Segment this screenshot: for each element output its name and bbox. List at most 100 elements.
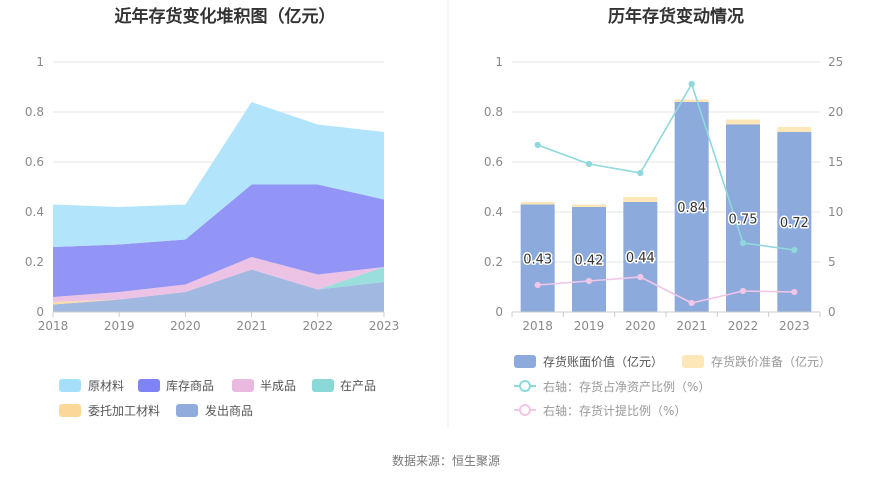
y2-tick-label: 20 xyxy=(828,105,843,119)
line-point xyxy=(637,273,644,281)
y-tick-label: 0.8 xyxy=(25,105,44,119)
y-tick-label: 1 xyxy=(495,55,503,69)
right-gridlines xyxy=(512,61,820,313)
bar xyxy=(726,124,760,312)
x-tick-label: 2022 xyxy=(303,319,334,333)
left-legend: 原材料 库存商品 半成品 在产品 委托加工材料 发出商品 xyxy=(59,378,376,418)
legend-item-semi-finished[interactable]: 半成品 xyxy=(232,379,296,393)
area-series xyxy=(53,269,384,305)
legend-item-work-in-progress[interactable]: 在产品 xyxy=(312,379,376,393)
bar xyxy=(674,99,709,102)
right-chart-title: 历年存货变动情况 xyxy=(608,6,744,27)
legend-item-book-value[interactable]: 存货账面价值（亿元） xyxy=(514,354,663,369)
legend-label: 右轴：存货占净资产比例（%） xyxy=(543,379,710,394)
legend-label: 存货账面价值（亿元） xyxy=(543,354,663,369)
legend-item-consigned-materials[interactable]: 委托加工材料 xyxy=(59,404,160,418)
bar xyxy=(572,207,606,312)
line-point xyxy=(585,160,593,168)
line-point xyxy=(534,281,541,289)
x-tick-label: 2022 xyxy=(728,319,759,333)
right-bar-labels: 0.43 0.42 0.44 0.84 0.75 0.72 xyxy=(522,200,811,271)
bar-value-label: 0.84 xyxy=(677,201,706,216)
bar xyxy=(777,132,812,312)
legend-item-provision-ratio[interactable]: 右轴：存货计提比例（%） xyxy=(514,403,686,418)
line-point xyxy=(688,299,695,307)
line-series xyxy=(537,276,795,304)
line-point xyxy=(739,239,747,247)
legend-item-impairment[interactable]: 存货跌价准备（亿元） xyxy=(682,354,831,369)
line-series xyxy=(537,82,795,251)
area-series xyxy=(53,102,384,247)
area-series xyxy=(53,269,384,312)
left-axes: 0 0.2 0.4 0.6 0.8 1 2018 2019 2020 2021 2022 2023 xyxy=(25,55,399,333)
legend-swatch xyxy=(514,355,536,368)
x-tick-label: 2020 xyxy=(625,319,656,333)
line-point xyxy=(688,80,695,88)
legend-label: 右轴：存货计提比例（%） xyxy=(543,403,686,418)
legend-label: 委托加工材料 xyxy=(88,404,160,418)
y2-tick-label: 25 xyxy=(828,55,843,69)
y-tick-label: 1 xyxy=(36,55,44,69)
y-tick-label: 0 xyxy=(36,305,44,319)
bar xyxy=(520,204,555,312)
data-source: 数据来源：恒生聚源 xyxy=(392,453,500,468)
left-stacked-areas xyxy=(53,102,384,312)
right-bars xyxy=(520,99,812,312)
bar xyxy=(623,197,658,202)
legend-label: 存货跌价准备（亿元） xyxy=(711,354,831,369)
x-tick-label: 2019 xyxy=(574,319,605,333)
legend-swatch xyxy=(232,379,254,392)
x-tick-label: 2021 xyxy=(676,319,707,333)
right-lines xyxy=(534,80,798,307)
bar-value-label: 0.43 xyxy=(523,252,552,267)
y2-tick-label: 5 xyxy=(828,255,836,269)
area-series xyxy=(53,257,384,302)
legend-swatch xyxy=(59,404,81,417)
legend-swatch xyxy=(312,379,334,392)
y-tick-label: 0.2 xyxy=(484,255,503,269)
bar xyxy=(572,204,606,207)
legend-item-goods-shipped[interactable]: 发出商品 xyxy=(176,403,253,418)
y2-tick-label: 15 xyxy=(828,155,843,169)
y-tick-label: 0 xyxy=(495,305,503,319)
x-tick-label: 2018 xyxy=(38,319,69,333)
y-tick-label: 0.6 xyxy=(484,155,503,169)
line-point xyxy=(791,288,798,296)
y-tick-label: 0.2 xyxy=(25,255,44,269)
x-tick-label: 2023 xyxy=(369,319,400,333)
y-tick-label: 0.8 xyxy=(484,105,503,119)
legend-item-inventory-to-net-assets[interactable]: 右轴：存货占净资产比例（%） xyxy=(514,379,710,394)
left-chart-panel: 近年存货变化堆积图（亿元） 0 0.2 0.4 0.6 0.8 1 2018 2019 2020… xyxy=(25,6,399,418)
bar xyxy=(623,202,658,312)
y2-tick-label: 10 xyxy=(828,205,843,219)
line-point xyxy=(791,246,798,254)
bar xyxy=(520,202,555,205)
line-point xyxy=(637,169,644,177)
legend-item-raw-materials[interactable]: 原材料 xyxy=(59,379,124,393)
right-legend: 存货账面价值（亿元） 存货跌价准备（亿元） 右轴：存货占净资产比例（%） 右轴：… xyxy=(514,354,831,418)
bar-value-label: 0.42 xyxy=(575,254,604,269)
legend-label: 原材料 xyxy=(88,379,124,393)
legend-label: 发出商品 xyxy=(205,403,253,418)
bar-value-label: 0.72 xyxy=(780,216,809,231)
y2-tick-label: 0 xyxy=(828,305,836,319)
left-chart-title: 近年存货变化堆积图（亿元） xyxy=(115,6,336,27)
bar-value-label: 0.44 xyxy=(626,251,655,266)
line-point xyxy=(739,287,747,295)
legend-swatch xyxy=(59,379,81,392)
y-tick-label: 0.6 xyxy=(25,155,44,169)
x-tick-label: 2019 xyxy=(104,319,135,333)
y-tick-label: 0.4 xyxy=(25,205,44,219)
area-series xyxy=(53,184,384,297)
line-point xyxy=(534,141,541,149)
legend-item-finished-goods[interactable]: 库存商品 xyxy=(138,378,214,393)
legend-marker xyxy=(519,380,531,392)
x-tick-label: 2020 xyxy=(170,319,201,333)
y-tick-label: 0.4 xyxy=(484,205,503,219)
x-tick-label: 2023 xyxy=(779,319,810,333)
right-chart-panel: 历年存货变动情况 0.43 0.42 0.44 0.84 0.75 0.72 0 0.2 0.… xyxy=(484,6,843,418)
legend-swatch xyxy=(176,404,198,417)
bar xyxy=(777,127,812,132)
